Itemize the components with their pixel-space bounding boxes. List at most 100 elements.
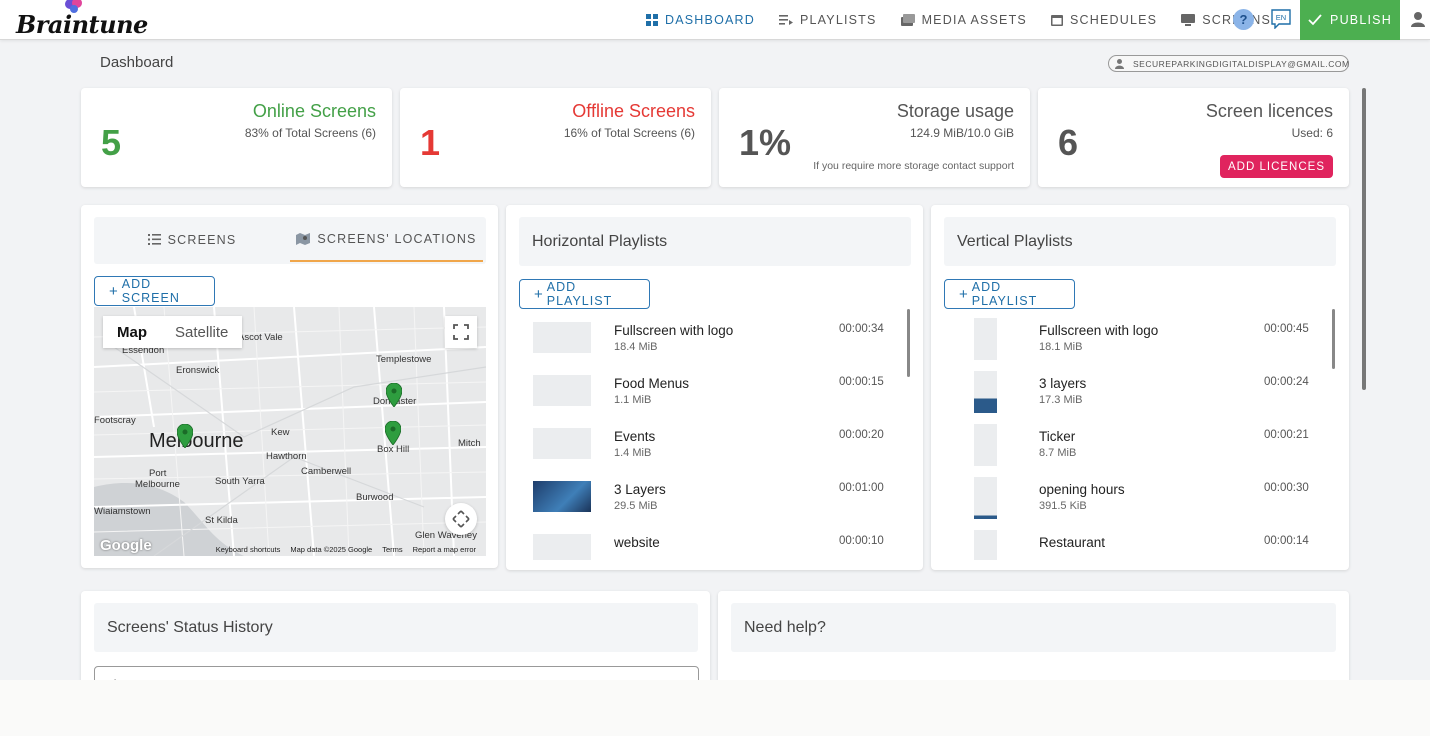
storage-usage-card: 1% Storage usage 124.9 MiB/10.0 GiB If y… <box>719 88 1030 187</box>
storage-note: If you require more storage contact supp… <box>813 160 1014 172</box>
screens-panel: SCREENS SCREENS' LOCATIONS + ADD SCREEN … <box>81 205 498 568</box>
map-pin-icon[interactable] <box>386 383 402 407</box>
map-report-link[interactable]: Report a map error <box>412 544 476 554</box>
nav-playlists-label: PLAYLISTS <box>799 13 877 27</box>
help-button[interactable]: ? <box>1233 9 1254 30</box>
playlist-icon <box>778 15 793 25</box>
check-icon <box>1308 14 1322 26</box>
playlist-name: 3 Layers <box>614 482 666 497</box>
playlist-row[interactable]: 3 layers 17.3 MiB 00:00:24 <box>944 365 1332 418</box>
add-screen-button[interactable]: + ADD SCREEN <box>94 276 215 306</box>
map-pin-icon[interactable] <box>177 424 193 448</box>
map-pin-icon[interactable] <box>385 421 401 445</box>
horizontal-playlist-list: Fullscreen with logo 18.4 MiB 00:00:34 F… <box>519 312 907 560</box>
list-icon <box>147 234 161 245</box>
nav-schedules[interactable]: SCHEDULES <box>1050 0 1158 40</box>
nav-dashboard-label: DASHBOARD <box>665 13 755 27</box>
language-button[interactable]: EN <box>1271 9 1291 30</box>
playlist-row[interactable]: Ticker 8.7 MiB 00:00:21 <box>944 418 1332 471</box>
playlist-thumbnail <box>533 481 591 512</box>
page-scrollbar[interactable] <box>1362 88 1366 390</box>
playlist-size: 17.3 MiB <box>1039 394 1083 406</box>
tab-screens-locations-label: SCREENS' LOCATIONS <box>317 231 477 246</box>
screens-map[interactable]: Essendon Ascot Vale Templestowe Eronswic… <box>94 307 486 556</box>
playlist-duration: 00:00:24 <box>1264 376 1309 388</box>
playlist-name: 3 layers <box>1039 376 1087 391</box>
screens-tabs: SCREENS SCREENS' LOCATIONS <box>94 217 486 264</box>
playlist-name: Fullscreen with logo <box>1039 323 1159 338</box>
vertical-playlists-panel: Vertical Playlists + ADD PLAYLIST Fullsc… <box>931 205 1349 570</box>
map-type-satellite-button[interactable]: Satellite <box>175 323 229 341</box>
main-nav: DASHBOARD PLAYLISTS MEDIA ASSETS SCHEDUL… <box>646 0 1295 40</box>
playlist-row[interactable]: website 00:00:10 <box>519 524 907 560</box>
map-footer: Keyboard shortcuts Map data ©2025 Google… <box>94 542 486 556</box>
account-badge[interactable]: SECUREPARKINGDIGITALDISPLAY@GMAIL.COM <box>1108 55 1349 72</box>
playlist-thumbnail <box>974 371 997 413</box>
playlist-duration: 00:00:30 <box>1264 482 1309 494</box>
nav-schedules-label: SCHEDULES <box>1069 13 1158 27</box>
nav-dashboard[interactable]: DASHBOARD <box>646 0 755 40</box>
fullscreen-button[interactable] <box>445 316 477 348</box>
user-menu-button[interactable] <box>1408 10 1428 30</box>
playlist-row[interactable]: Fullscreen with logo 18.4 MiB 00:00:34 <box>519 312 907 365</box>
offline-subtitle: 16% of Total Screens (6) <box>563 126 695 140</box>
map-keyboard-shortcuts[interactable]: Keyboard shortcuts <box>215 544 281 554</box>
help-icon: ? <box>1239 12 1248 27</box>
publish-label: PUBLISH <box>1330 13 1392 27</box>
playlist-name: Restaurant <box>1039 535 1106 550</box>
map-type-map-button[interactable]: Map <box>117 323 147 341</box>
logo-mark-icon <box>65 0 82 13</box>
add-playlist-label: ADD PLAYLIST <box>546 280 613 308</box>
map-tiles <box>94 307 486 556</box>
storage-title: Storage usage <box>896 101 1014 121</box>
vertical-playlist-list: Fullscreen with logo 18.1 MiB 00:00:45 3… <box>944 312 1332 560</box>
playlist-duration: 00:01:00 <box>839 482 884 494</box>
playlist-row[interactable]: Fullscreen with logo 18.1 MiB 00:00:45 <box>944 312 1332 365</box>
playlist-duration: 00:00:14 <box>1264 535 1309 547</box>
map-label-eronswick: Eronswick <box>176 365 220 376</box>
playlist-size: 1.4 MiB <box>614 447 652 459</box>
fullscreen-icon <box>453 324 469 340</box>
tab-screens-label: SCREENS <box>167 232 237 247</box>
map-label-mitcham: Mitch <box>458 438 481 449</box>
map-label-kew: Kew <box>271 427 290 438</box>
add-screen-label: ADD SCREEN <box>121 277 180 305</box>
horizontal-playlists-title: Horizontal Playlists <box>519 217 911 266</box>
horizontal-playlists-panel: Horizontal Playlists + ADD PLAYLIST Full… <box>506 205 923 570</box>
horizontal-playlist-scrollbar[interactable] <box>907 309 910 377</box>
map-label-south-yarra: South Yarra <box>215 476 265 487</box>
map-label-williamstown: Wiaiamstown <box>94 506 151 517</box>
storage-amount: 124.9 MiB/10.0 GiB <box>909 126 1014 140</box>
playlist-size: 18.1 MiB <box>1039 341 1083 353</box>
screen-licences-card: 6 Screen licences Used: 6 ADD LICENCES <box>1038 88 1349 187</box>
offline-title: Offline Screens <box>572 101 695 121</box>
nav-playlists[interactable]: PLAYLISTS <box>778 0 877 40</box>
google-logo: Google <box>100 537 152 554</box>
publish-button[interactable]: PUBLISH <box>1300 0 1400 40</box>
playlist-row[interactable]: Restaurant 00:00:14 <box>944 524 1332 560</box>
playlist-row[interactable]: Food Menus 1.1 MiB 00:00:15 <box>519 365 907 418</box>
dashboard-icon <box>646 14 658 26</box>
map-terms-link[interactable]: Terms <box>382 544 403 554</box>
playlist-row[interactable]: 3 Layers 29.5 MiB 00:01:00 <box>519 471 907 524</box>
map-label-camberwell: Camberwell <box>301 466 352 477</box>
add-vertical-playlist-button[interactable]: + ADD PLAYLIST <box>944 279 1075 309</box>
offline-count: 1 <box>420 122 441 163</box>
map-camera-control[interactable] <box>445 503 477 535</box>
playlist-row[interactable]: Events 1.4 MiB 00:00:20 <box>519 418 907 471</box>
offline-screens-card: 1 Offline Screens 16% of Total Screens (… <box>400 88 711 187</box>
map-label-st-kilda: St Kilda <box>205 515 238 526</box>
brand-logo[interactable]: Braintune <box>16 0 148 40</box>
language-icon: EN <box>1271 9 1291 30</box>
status-history-title: Screens' Status History <box>94 603 698 652</box>
add-horizontal-playlist-button[interactable]: + ADD PLAYLIST <box>519 279 650 309</box>
nav-screens[interactable]: SCREENS <box>1181 0 1271 40</box>
playlist-row[interactable]: opening hours 391.5 KiB 00:00:30 <box>944 471 1332 524</box>
tab-screens-locations[interactable]: SCREENS' LOCATIONS <box>290 217 483 262</box>
map-label-burwood: Burwood <box>356 492 394 503</box>
tab-screens[interactable]: SCREENS <box>94 217 290 262</box>
add-licences-button[interactable]: ADD LICENCES <box>1220 155 1333 178</box>
vertical-playlist-scrollbar[interactable] <box>1332 309 1335 369</box>
nav-media-assets[interactable]: MEDIA ASSETS <box>900 0 1027 40</box>
pan-arrows-icon <box>452 510 470 528</box>
